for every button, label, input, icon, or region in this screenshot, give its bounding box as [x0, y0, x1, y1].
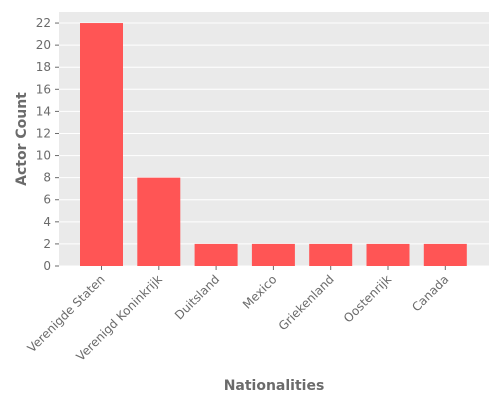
y-tick-label: 20: [36, 38, 51, 52]
y-tick-label: 16: [36, 82, 51, 96]
plot-area: [59, 12, 489, 266]
bar-griekenland: [309, 243, 353, 266]
x-tick-label: Griekenland: [276, 272, 337, 333]
bar-duitsland: [194, 243, 238, 266]
y-axis-ticks: 0 2 4 6 8 10 12 14 16 18 20 22: [36, 16, 59, 273]
y-tick-label: 18: [36, 60, 51, 74]
bar-verenigde-staten: [80, 23, 123, 267]
y-tick-label: 0: [43, 259, 51, 273]
x-axis-title: Nationalities: [224, 378, 325, 394]
x-tick-label: Canada: [409, 272, 451, 314]
y-tick-label: 12: [36, 126, 51, 140]
bars: [80, 23, 467, 267]
bar-mexico: [251, 243, 295, 266]
grid-lines: [59, 22, 489, 267]
x-tick-label: Oostenrijk: [341, 272, 394, 325]
y-axis-title: Actor Count: [14, 92, 30, 186]
bar-verenigd-koninkrijk: [137, 177, 181, 266]
y-tick-label: 4: [43, 215, 51, 229]
y-tick-label: 6: [43, 193, 51, 207]
bar-canada: [423, 243, 467, 266]
x-tick-label: Duitsland: [172, 272, 222, 322]
y-tick-label: 8: [43, 171, 51, 185]
y-tick-label: 22: [36, 16, 51, 30]
y-tick-label: 14: [36, 104, 51, 118]
x-tick-label: Mexico: [240, 272, 280, 312]
y-tick-label: 10: [36, 149, 51, 163]
bar-oostenrijk: [366, 243, 410, 266]
y-tick-label: 2: [43, 237, 51, 251]
